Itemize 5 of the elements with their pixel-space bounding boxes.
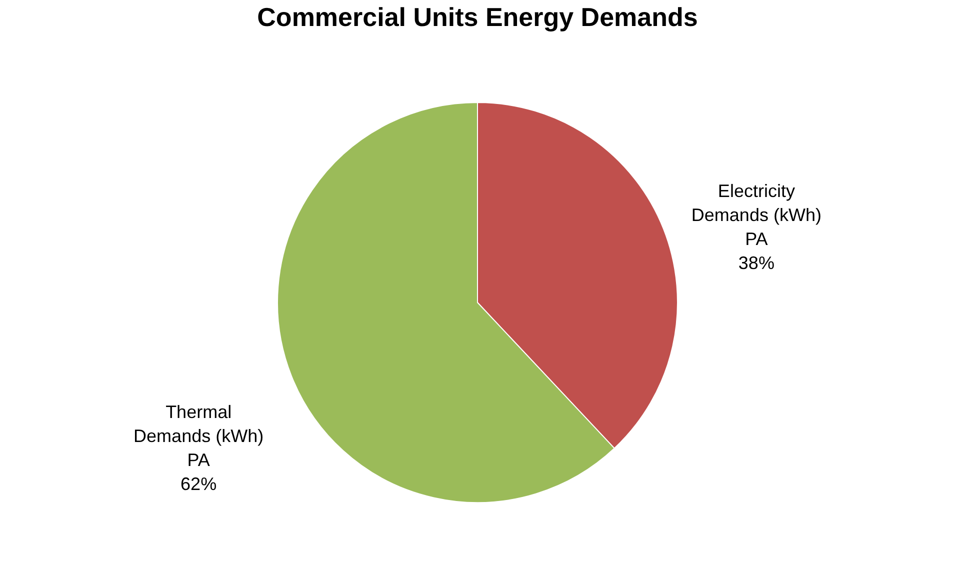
slice-label: Thermal Demands (kWh) PA <box>134 402 264 470</box>
data-label: 62% <box>180 474 217 494</box>
data-label: 38% <box>738 253 774 274</box>
slice-label: Electricity Demands (kWh) PA <box>691 181 822 250</box>
chart-title: Commercial Units Energy Demands <box>257 2 698 32</box>
